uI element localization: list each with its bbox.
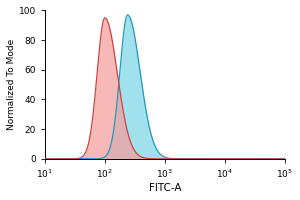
Y-axis label: Normalized To Mode: Normalized To Mode (7, 39, 16, 130)
X-axis label: FITC-A: FITC-A (148, 183, 181, 193)
